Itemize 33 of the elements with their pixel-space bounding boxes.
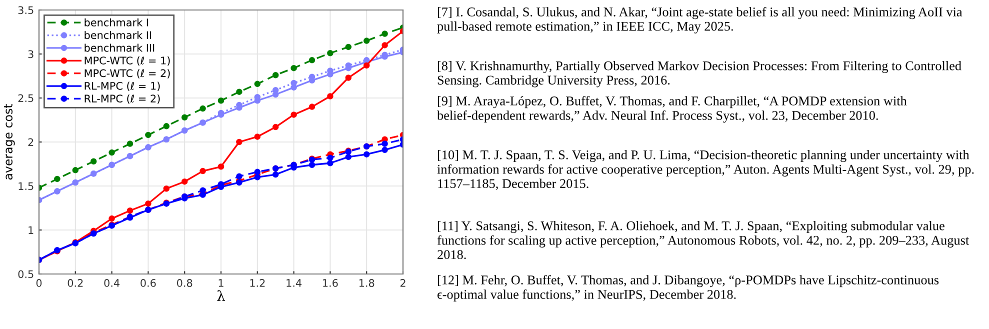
legend-label: benchmark II [84, 31, 152, 40]
text: [9] M. Araya-López, O. Buffet, V. Thomas, and F. Charpillet, “A POMDP extension with belief-dependent rewards,” Adv. Neural Inf. Process Syst., vol. 23, December 2010. [437, 96, 907, 123]
y-tick-label: 0.5 [18, 270, 34, 278]
text: [11] Y. Satsangi, S. Whiteson, F. A. Oliehoek, and M. T. J. Spaan, “Exploiting submodular value functions for scaling up active perception,” Autonomous Robots, vol. 42, no. 2, pp. 209–233, August 2018. [437, 221, 970, 260]
legend-label: MPC-WTC (ℓ = 1) [84, 56, 170, 66]
x-tick-label: 0.2 [68, 279, 83, 287]
x-tick-label: 1.4 [286, 279, 302, 287]
y-tick-label: 1 [28, 226, 34, 234]
y-tick-label: 1.5 [18, 182, 34, 190]
legend-label: benchmark I [84, 18, 148, 26]
legend-label: MPC-WTC (ℓ = 2) [84, 69, 170, 78]
y-tick-label: 3 [28, 50, 34, 58]
text: [10] M. T. J. Spaan, T. S. Veiga, and P. U. Lima, “Decision-theoretic planning under uncertainty with information rewards for active cooperative perception,” Auton. Agents Multi-Agent Syst., vol. 29, pp. 1157–1185, December 2015. [437, 150, 974, 190]
x-axis-title: λ [217, 290, 226, 301]
y-tick-label: 3.5 [18, 6, 34, 14]
legend-label: RL-MPC (ℓ = 1) [84, 82, 160, 92]
y-tick-label: 2 [28, 138, 34, 146]
x-tick-label: 0.4 [104, 279, 120, 287]
text: [8] V. Krishnamurthy, Partially Observed Markov Decision Processes: From Filtering to Controlled Sensing. Cambridge University Press, 2016. [438, 61, 962, 88]
x-tick-label: 0.6 [140, 279, 156, 287]
x-tick-label: 1 [218, 279, 224, 287]
x-tick-label: 0.8 [177, 279, 192, 287]
x-tick-label: 0 [36, 279, 42, 287]
y-axis-title: average cost [4, 104, 15, 180]
text: [12] M. Fehr, O. Buffet, V. Thomas, and J. Dibangoye, “ρ-POMDPs have Lipschitz-continuous ϵ-optimal value functions,” in NeurIPS, December 2018. [438, 275, 939, 302]
legend-label: RL-MPC (ℓ = 2) [84, 94, 160, 104]
legend-label: benchmark III [84, 44, 154, 52]
text: [7] I. Cosandal, S. Ulukus, and N. Akar, “Joint age-state belief is all you need: Minimizing AoII via pull-based remote estimation,” in IEEE ICC, May 2025. [437, 7, 962, 34]
x-tick-label: 1.8 [359, 279, 374, 287]
x-tick-label: 2 [400, 279, 406, 287]
y-tick-label: 2.5 [18, 94, 34, 102]
x-tick-label: 1.2 [250, 279, 265, 287]
x-tick-label: 1.6 [323, 279, 338, 287]
